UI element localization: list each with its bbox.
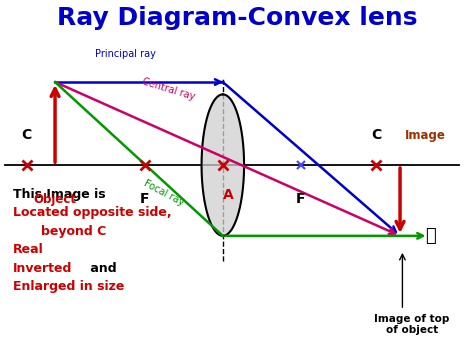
Text: F: F [296,192,306,206]
Text: Central ray: Central ray [141,76,196,102]
Text: C: C [21,128,32,142]
Text: This Image is: This Image is [12,188,105,201]
Text: Object: Object [34,193,76,206]
Text: Principal ray: Principal ray [95,49,156,59]
Text: 👁: 👁 [425,227,436,245]
Text: and: and [86,262,117,275]
Text: beyond C: beyond C [41,225,106,238]
Polygon shape [201,94,244,236]
Text: Image: Image [405,129,446,142]
Text: Inverted: Inverted [12,262,72,275]
Text: Focal ray: Focal ray [142,178,186,208]
Text: A: A [223,188,234,202]
Text: C: C [371,128,382,142]
Text: Enlarged in size: Enlarged in size [12,280,124,293]
Text: Image of top
of object: Image of top of object [374,313,449,335]
Text: F: F [140,192,150,206]
Text: Real: Real [12,243,43,256]
Text: Located opposite side,: Located opposite side, [12,207,171,219]
Text: Ray Diagram-Convex lens: Ray Diagram-Convex lens [57,6,417,30]
